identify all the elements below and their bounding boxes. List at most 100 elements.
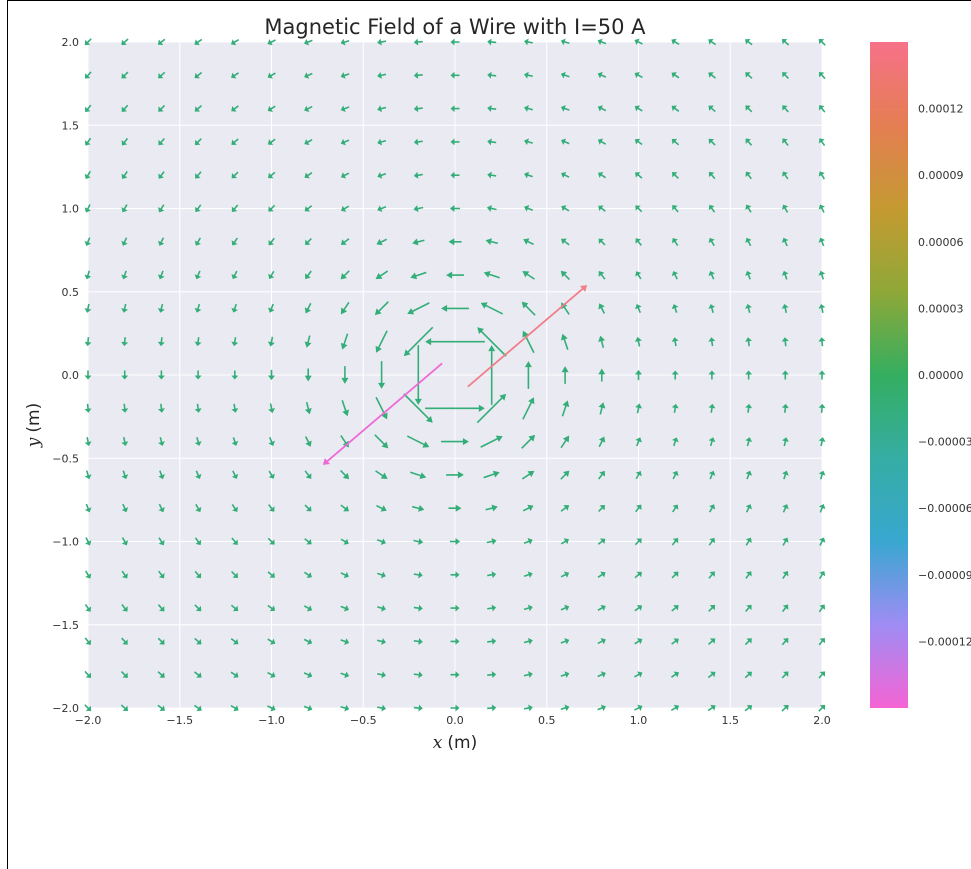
field-arrow [635,205,643,213]
field-arrow [425,338,485,346]
field-arrow [194,105,203,112]
field-arrow [158,171,165,179]
field-arrow [194,370,202,380]
field-arrow [634,671,643,678]
field-arrow [635,437,642,447]
field-arrow [560,637,570,645]
field-arrow [745,72,753,79]
field-arrow [194,671,202,678]
field-arrow [304,138,313,146]
field-arrow [340,571,349,579]
field-arrow [84,704,92,712]
field-arrow [671,370,679,380]
field-arrow [231,303,238,313]
field-arrow [85,537,92,546]
field-arrow [672,238,679,246]
field-arrow [158,204,165,213]
field-arrow [84,503,92,513]
x-tick-label: 0.5 [538,714,556,727]
colorbar-tick-label: 0.00000 [918,369,964,382]
y-tick-label: −1.0 [52,536,79,549]
field-arrow [598,238,606,246]
y-axis-ticks: 2.0 1.5 1.0 0.5 0.0 −0.5 −1.0 −1.5 −2.0 [52,36,79,715]
field-arrow [818,105,826,113]
field-arrow [231,537,238,545]
field-arrow [304,571,312,578]
field-arrow [231,504,238,512]
field-arrow [340,704,350,712]
x-tick-label: 1.5 [722,714,740,727]
field-arrow [84,237,92,246]
field-arrow [818,237,826,247]
field-arrow [450,38,460,46]
field-arrow [597,71,607,79]
field-arrow [485,238,498,246]
field-arrow [121,403,129,413]
field-arrow [231,138,239,145]
field-arrow [745,171,752,180]
field-arrow [634,38,643,45]
field-arrow [413,71,423,79]
field-arrow [480,435,503,448]
field-arrow [523,671,533,679]
field-arrow [671,105,680,112]
field-arrow [340,138,350,146]
field-arrow [523,637,533,645]
field-arrow [671,638,679,645]
field-arrow [670,704,680,712]
field-arrow [450,604,460,612]
field-arrow [707,638,716,645]
field-arrow [121,537,128,546]
field-arrow [818,437,826,447]
field-arrow [406,435,430,448]
wire-arrow [467,285,588,388]
field-arrow [340,605,350,612]
field-arrow [304,402,312,415]
field-arrow [488,345,496,405]
field-arrow [598,172,606,179]
field-arrow [745,270,752,280]
field-arrow [268,237,275,246]
field-arrow [340,270,350,280]
field-arrow [487,105,497,113]
field-arrow [597,138,607,145]
field-arrow [84,670,92,679]
field-arrow [634,638,643,645]
field-arrow [374,301,389,316]
field-arrow [561,400,570,417]
y-axis-label: y (m) [24,403,44,448]
field-arrow [781,604,789,613]
y-tick-label: −2.0 [52,702,79,715]
x-tick-label: 1.0 [630,714,648,727]
field-arrow [231,204,239,212]
field-arrow [671,138,680,146]
field-arrow [413,604,423,612]
field-arrow [708,171,716,180]
field-arrow [781,704,789,712]
field-arrow [560,105,570,112]
field-arrow [708,38,717,46]
field-arrow [413,38,423,46]
field-arrow [745,537,752,546]
colorbar [870,42,908,708]
field-arrow [412,238,425,246]
field-arrow [708,437,716,447]
field-arrow [781,638,789,646]
field-arrow [560,270,570,280]
field-arrow [708,403,716,413]
field-arrow [524,205,534,212]
field-arrow [157,403,165,413]
field-arrow [671,403,679,413]
field-arrow [340,538,349,545]
field-arrow [450,637,460,645]
field-arrow [487,71,497,79]
field-arrow [194,71,203,79]
y-tick-label: 0.5 [62,286,80,299]
field-arrow [230,671,239,678]
field-arrow [707,704,716,712]
field-arrow [84,71,92,79]
field-arrow [413,105,423,113]
field-arrow [708,604,716,612]
field-arrow [413,171,423,179]
field-arrow [560,704,570,712]
